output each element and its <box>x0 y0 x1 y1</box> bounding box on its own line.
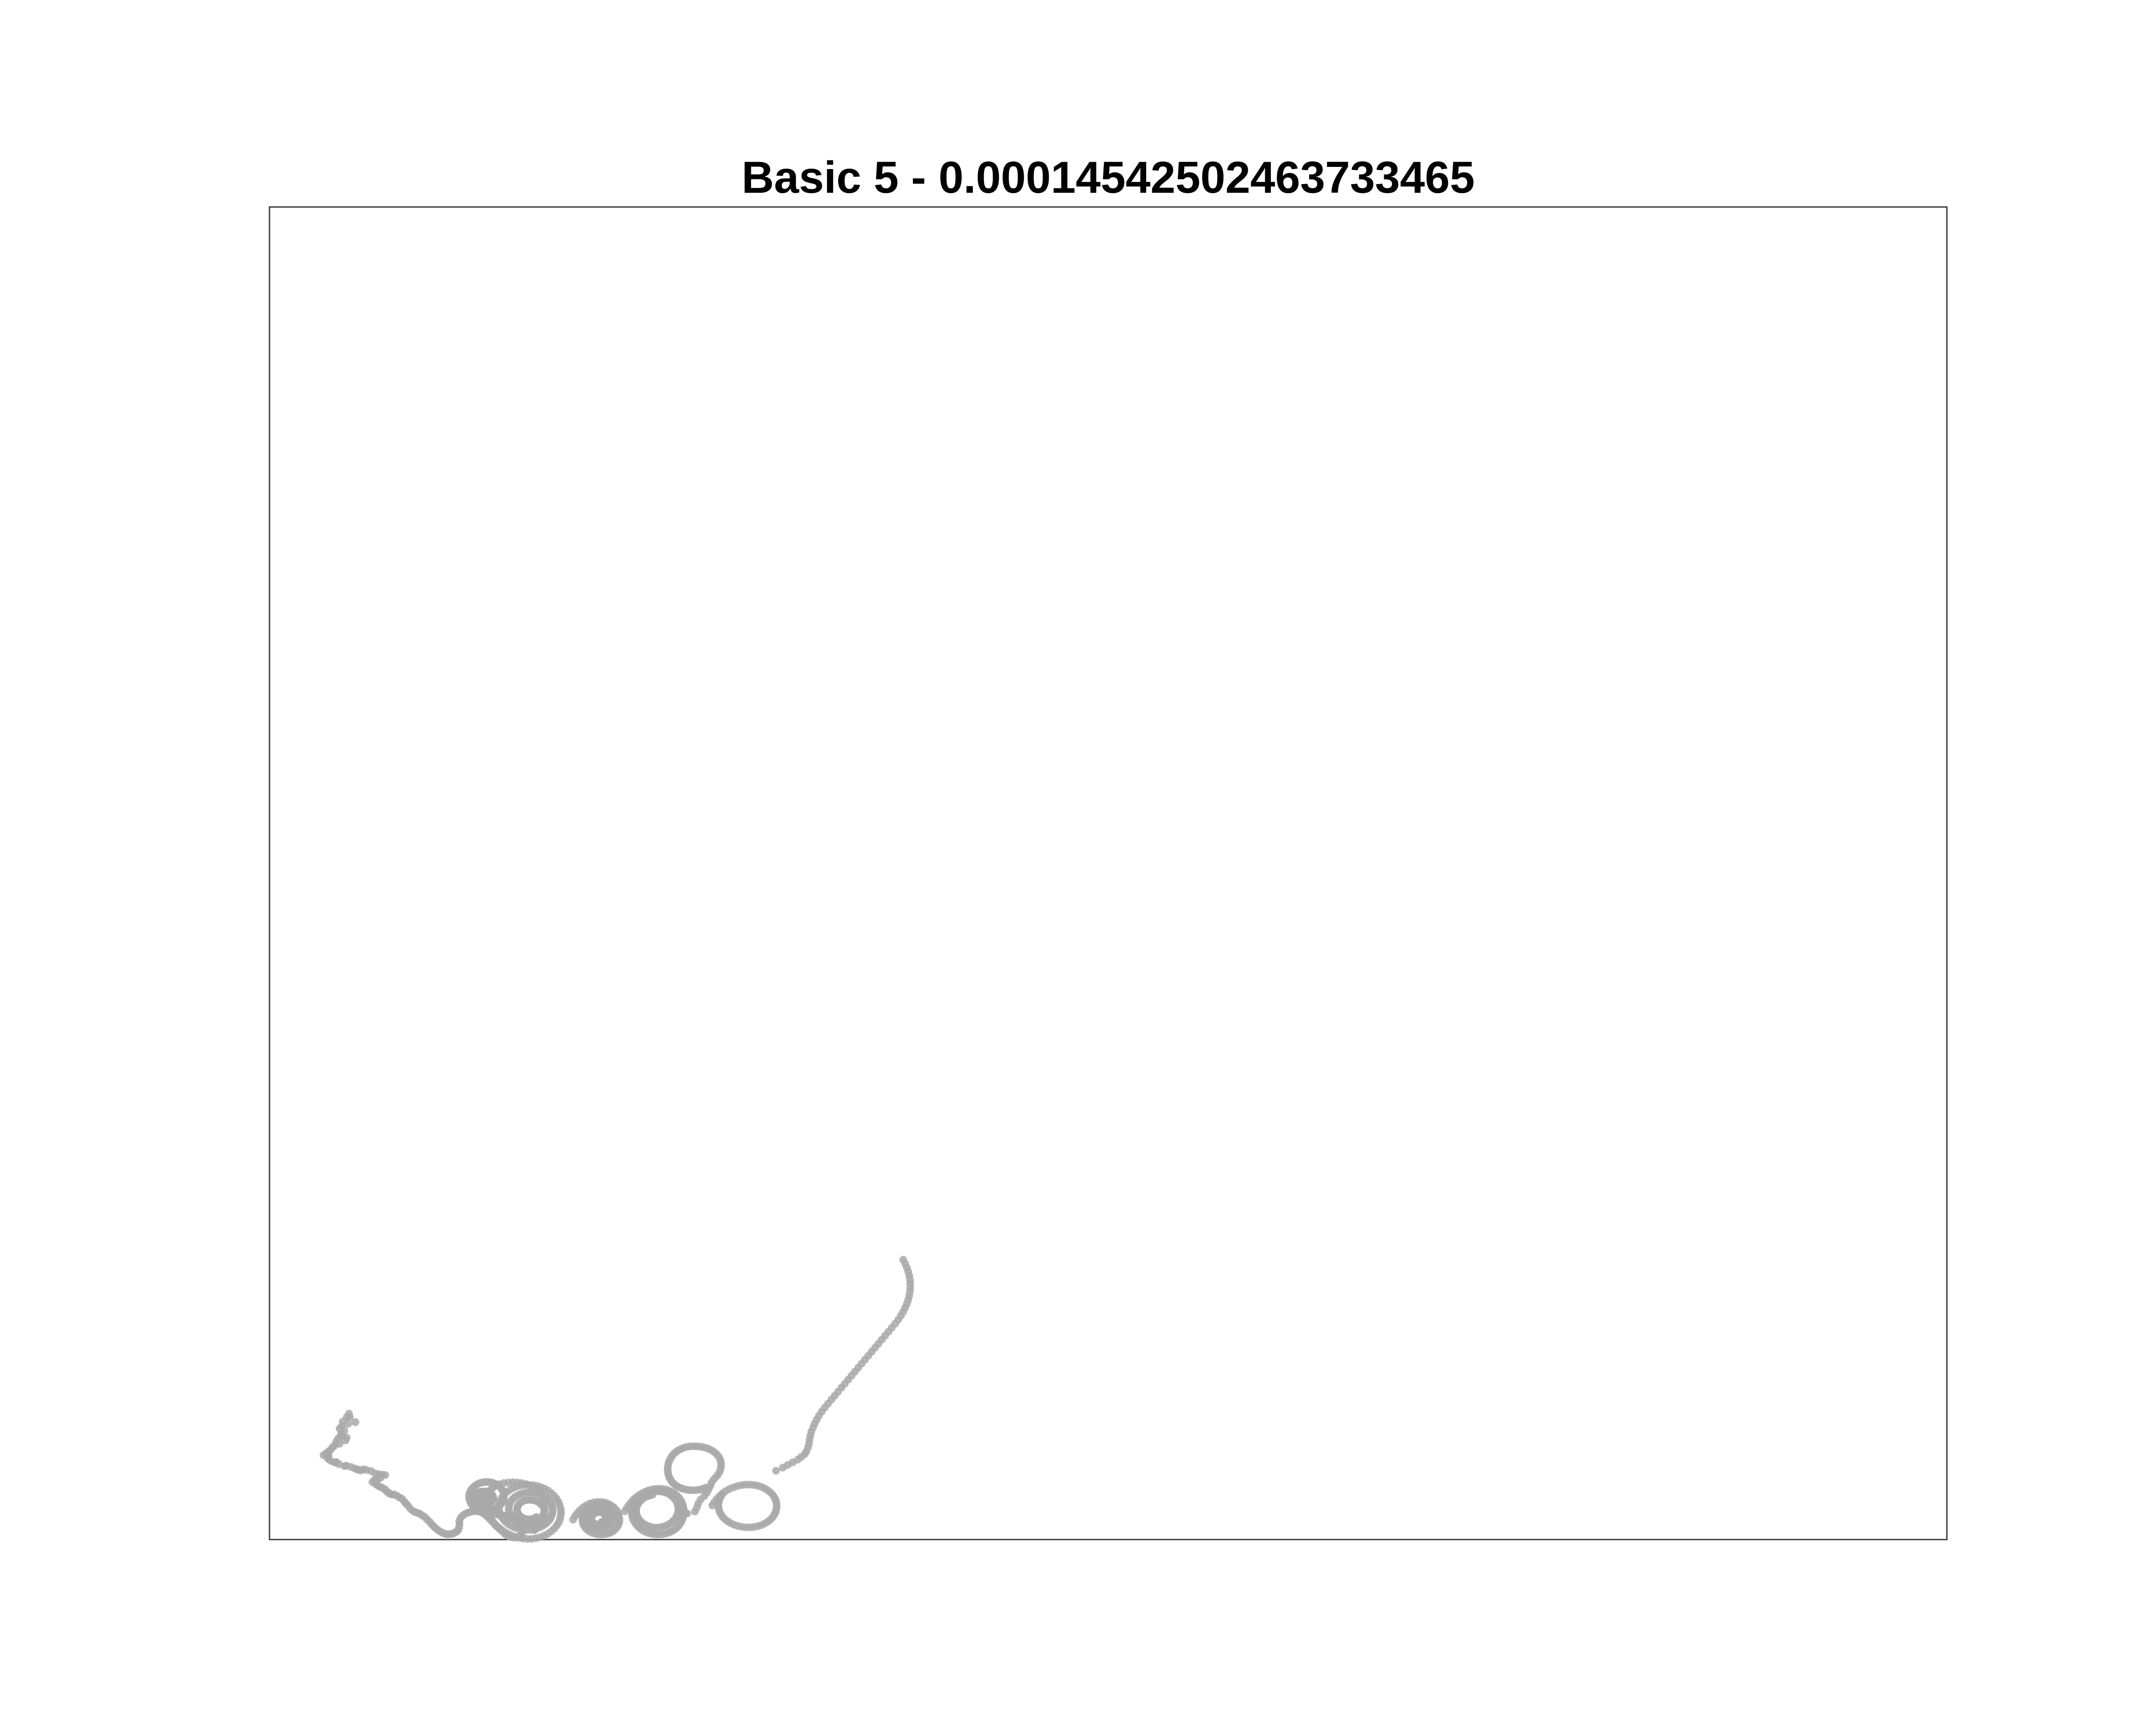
data-point <box>649 1491 657 1499</box>
chart-title: Basic 5 - 0.00014542502463733465 <box>741 153 1475 203</box>
data-point <box>533 1513 541 1521</box>
data-point <box>899 1256 907 1264</box>
data-point <box>597 1518 605 1526</box>
data-point <box>351 1418 360 1426</box>
data-point <box>346 1413 354 1421</box>
data-point <box>772 1467 780 1475</box>
data-point <box>683 1509 691 1518</box>
plot-frame <box>269 206 1948 1540</box>
data-point <box>342 1436 350 1445</box>
data-point <box>718 1490 727 1498</box>
data-point <box>344 1420 352 1428</box>
data-point <box>702 1484 710 1492</box>
scatter-points <box>320 1256 914 1543</box>
